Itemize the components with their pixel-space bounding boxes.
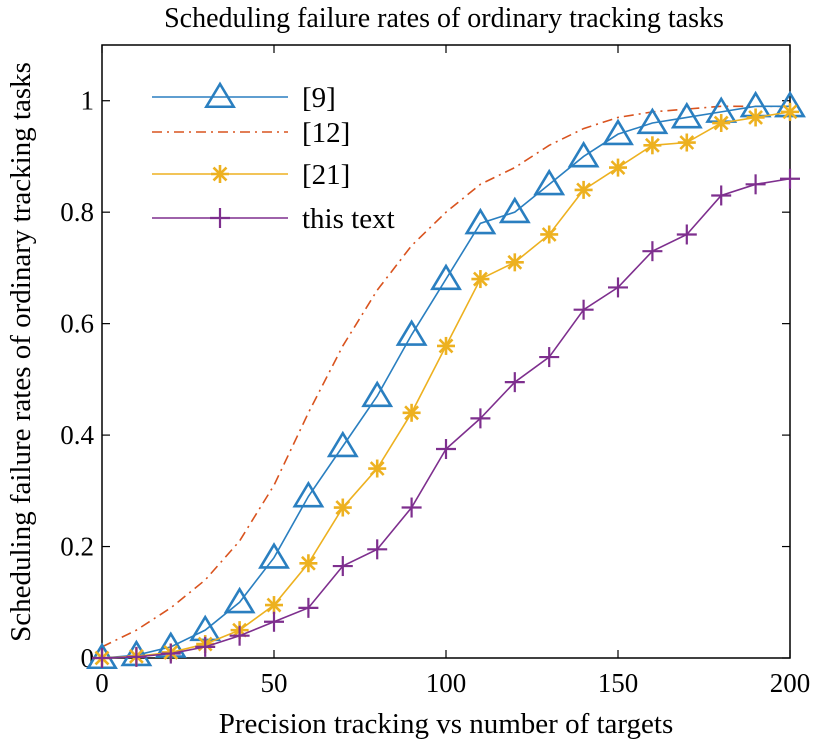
data-point — [437, 336, 455, 355]
series-12 — [101, 105, 790, 648]
data-point — [264, 611, 284, 632]
data-point — [498, 196, 531, 224]
series-line — [101, 105, 790, 648]
data-point — [326, 430, 359, 458]
data-point — [505, 253, 524, 272]
data-point — [229, 625, 250, 646]
data-point — [367, 539, 388, 560]
series-21 — [93, 102, 799, 667]
legend-entry: this text — [152, 203, 395, 235]
legend-marker — [211, 165, 229, 183]
data-point — [470, 408, 491, 429]
data-point — [746, 108, 765, 127]
data-point — [670, 101, 703, 129]
data-point — [258, 542, 290, 569]
x-tick-label: 150 — [598, 668, 639, 698]
y-tick-label: 0.2 — [60, 532, 94, 562]
legend-label: [12] — [302, 117, 350, 149]
data-point — [223, 586, 256, 614]
x-tick-label: 200 — [770, 668, 811, 698]
data-point — [471, 270, 490, 289]
data-point — [126, 646, 147, 667]
data-point — [642, 241, 663, 262]
data-point — [464, 207, 497, 235]
y-tick-label: 0.4 — [60, 420, 94, 450]
legend-label: [9] — [302, 82, 336, 114]
data-point — [332, 556, 353, 577]
legend: [9][12] [21] this text — [152, 81, 395, 235]
data-point — [333, 498, 352, 517]
x-tick-label: 0 — [95, 668, 109, 698]
data-point — [430, 263, 462, 291]
data-point — [677, 133, 696, 152]
legend-marker — [210, 208, 230, 228]
legend-marker — [204, 81, 236, 109]
data-point — [745, 174, 766, 195]
legend-label: this text — [302, 203, 395, 235]
data-point — [539, 347, 560, 368]
x-tick-label: 100 — [426, 668, 467, 698]
series-layer — [86, 90, 806, 670]
data-point — [361, 380, 394, 408]
data-point — [533, 168, 566, 196]
data-point — [780, 168, 800, 189]
y-axis-label: Scheduling failure rates of ordinary tra… — [5, 62, 37, 642]
data-point — [608, 277, 628, 298]
y-tick-label: 0.8 — [60, 197, 94, 227]
series-this-text — [92, 168, 800, 668]
data-point — [265, 596, 283, 615]
data-point — [299, 554, 318, 573]
data-point — [567, 140, 600, 168]
data-point — [540, 225, 559, 244]
data-point — [195, 636, 216, 657]
data-point — [574, 180, 593, 199]
data-point — [602, 118, 634, 146]
legend-label: [21] — [302, 159, 350, 191]
data-point — [436, 439, 456, 460]
legend-entry: [12] — [152, 117, 350, 149]
y-tick-label: 1 — [81, 86, 95, 116]
data-point — [711, 185, 732, 206]
data-point — [298, 597, 319, 618]
series-line — [101, 105, 790, 659]
data-point — [504, 372, 525, 393]
data-point — [636, 107, 669, 135]
data-point — [402, 403, 421, 422]
data-point — [781, 102, 799, 121]
data-point — [643, 136, 662, 155]
data-point — [395, 319, 428, 346]
data-point — [292, 480, 325, 508]
data-point — [401, 497, 422, 518]
legend-entry: [9] — [152, 81, 336, 114]
x-axis-label: Precision tracking vs number of targets — [219, 708, 674, 740]
data-point — [676, 224, 697, 245]
data-point — [573, 299, 594, 320]
y-tick-label: 0.6 — [60, 309, 94, 339]
x-tick-label: 50 — [261, 668, 288, 698]
legend-entry: [21] — [152, 159, 350, 191]
data-point — [160, 643, 181, 664]
data-point — [609, 158, 627, 177]
chart-title: Scheduling failure rates of ordinary tra… — [164, 3, 724, 34]
data-point — [92, 648, 112, 668]
data-point — [712, 114, 731, 133]
data-point — [368, 459, 387, 478]
